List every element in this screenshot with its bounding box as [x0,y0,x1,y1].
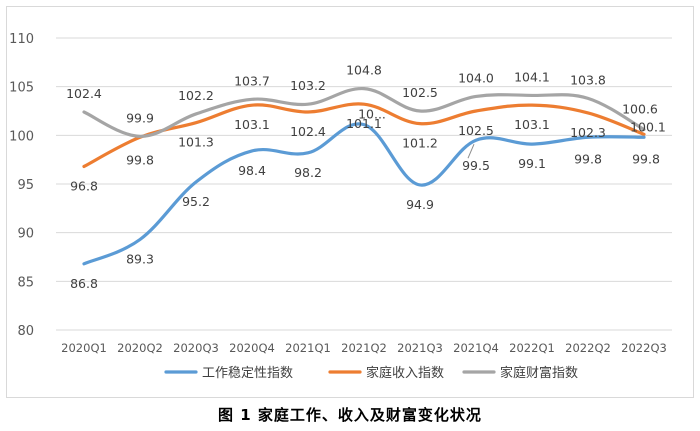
wealth-data-label: 102.2 [178,88,214,103]
legend-label: 家庭收入指数 [366,365,444,381]
x-tick-label: 2021Q2 [341,341,387,355]
stability-data-label: 99.5 [462,158,490,173]
wealth-data-label: 103.2 [290,78,326,93]
y-tick-label: 85 [17,275,34,290]
stability-data-label: 86.8 [70,276,98,291]
income-data-label: 103.1 [234,117,270,132]
x-tick-label: 2022Q2 [565,341,611,355]
wealth-data-label: 100.6 [622,101,658,116]
x-tick-label: 2020Q4 [229,341,275,355]
wealth-data-label: 104.1 [514,69,550,84]
wealth-data-label: 104.8 [346,63,382,78]
income-data-label: 96.8 [70,178,98,193]
x-tick-label: 2021Q1 [285,341,331,355]
legend-label: 家庭财富指数 [500,365,578,381]
income-data-label: 99.8 [126,152,154,167]
y-tick-label: 80 [17,324,34,339]
x-tick-label: 2020Q2 [117,341,163,355]
stability-data-label: 99.8 [632,151,660,166]
y-tick-label: 110 [9,32,34,47]
stability-data-label: 89.3 [126,251,154,266]
stability-data-label: 98.4 [238,163,266,178]
stability-data-label: 94.9 [406,197,434,212]
x-tick-label: 2020Q3 [173,341,219,355]
chart-frame [6,6,694,398]
income-data-label: 102.4 [290,124,326,139]
stability-data-label: 99.8 [574,151,602,166]
income-data-label: 102.5 [458,123,494,138]
stability-data-label: 98.2 [294,165,322,180]
y-tick-label: 100 [9,129,34,144]
series-line [82,87,646,138]
y-tick-label: 90 [17,227,34,242]
label-leader-line [467,144,475,159]
x-tick-label: 2021Q4 [453,341,499,355]
y-tick-label: 105 [9,81,34,96]
stability-data-label: 95.2 [182,194,210,209]
figure-caption: 图 1 家庭工作、收入及财富变化状况 [218,406,482,424]
income-data-label: 100.1 [630,119,666,134]
x-tick-label: 2020Q1 [61,341,107,355]
series-line [82,122,646,266]
income-data-label: 103.1 [514,117,550,132]
wealth-data-label: 103.7 [234,73,270,88]
x-tick-label: 2021Q3 [397,341,443,355]
stability-data-label: 99.1 [518,156,546,171]
wealth-data-label: 102.4 [66,86,102,101]
wealth-data-label: 103.8 [570,72,606,87]
series-line [82,102,646,169]
income-data-label: 101.2 [402,136,438,151]
income-data-label: 101.1 [346,116,382,131]
x-tick-label: 2022Q1 [509,341,555,355]
income-data-label: 102.3 [570,125,606,140]
wealth-data-label: 104.0 [458,70,494,85]
legend-label: 工作稳定性指数 [202,365,293,381]
income-data-label: 101.3 [178,135,214,150]
stability-data-label: 10... [358,107,386,122]
wealth-data-label: 102.5 [402,85,438,100]
y-tick-label: 95 [17,178,34,193]
x-tick-label: 2022Q3 [621,341,667,355]
line-chart: 102.4 99.9 102.2 103.7 103.2 104.8 102.5 104.0 1… [9,32,672,381]
wealth-data-label: 99.9 [126,110,154,125]
